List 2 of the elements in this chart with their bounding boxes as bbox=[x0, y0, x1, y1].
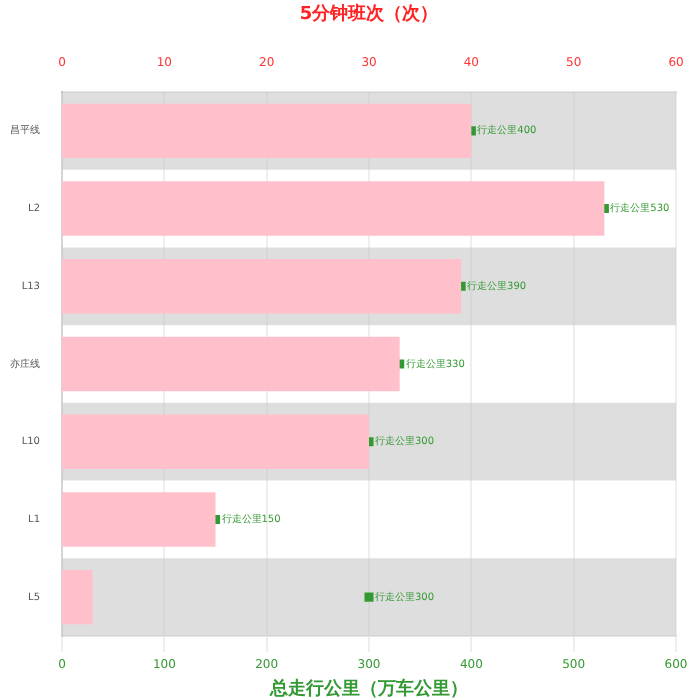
x-axis-title: 总走行公里（万车公里） bbox=[268, 677, 468, 700]
x2-axis-title: 5分钟班次（次） bbox=[299, 3, 439, 26]
